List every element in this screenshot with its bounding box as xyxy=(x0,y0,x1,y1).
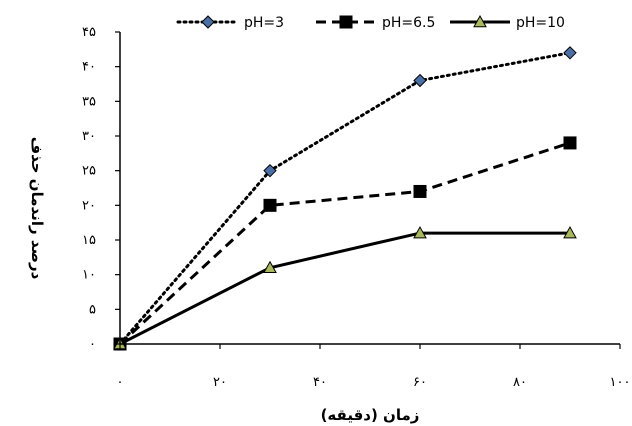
series-line xyxy=(118,141,571,346)
data-point xyxy=(263,260,277,274)
series-layer xyxy=(113,46,577,351)
legend-item: pH=3 xyxy=(176,15,284,31)
legend-marker xyxy=(473,14,487,28)
y-tick-label: ۴۵ xyxy=(82,25,96,40)
legend-marker xyxy=(339,15,353,29)
x-tick-label: ۸۰ xyxy=(513,375,527,390)
legend-item: pH=10 xyxy=(450,14,565,31)
x-axis-title: زمان (دقیقه) xyxy=(321,406,420,424)
y-tick-label: ۳۰ xyxy=(82,129,96,144)
x-tick-label: ۰ xyxy=(117,375,124,390)
data-point xyxy=(413,73,427,88)
series-pH=10 xyxy=(113,226,577,350)
series-line xyxy=(118,51,572,346)
legend-label: pH=10 xyxy=(516,15,565,31)
legend-item: pH=6.5 xyxy=(316,15,435,31)
data-point xyxy=(263,198,277,212)
data-point xyxy=(563,136,577,150)
x-tick-label: ۶۰ xyxy=(413,375,427,390)
x-tick-label: ۱۰۰ xyxy=(610,375,631,390)
y-tick-label: ۴۰ xyxy=(82,60,96,75)
y-tick-label: ۳۵ xyxy=(82,94,96,109)
data-point xyxy=(563,226,577,239)
legend: pH=3 pH=6.5 pH=10 xyxy=(176,14,565,31)
data-point xyxy=(563,46,577,60)
y-axis-title: درصد راندمان حذف xyxy=(28,137,46,280)
axes xyxy=(119,32,620,345)
y-ticks: ۰ ۵ ۱۰ ۱۵ ۲۰ ۲۵ ۳۰ ۳۵ ۴۰ ۴۵ xyxy=(82,25,120,352)
y-tick-label: ۰ xyxy=(89,337,96,352)
data-point xyxy=(413,226,427,239)
y-tick-label: ۱۰ xyxy=(82,268,96,283)
x-ticks: ۰ ۲۰ ۴۰ ۶۰ ۸۰ ۱۰۰ xyxy=(117,344,631,390)
legend-label: pH=6.5 xyxy=(382,15,435,31)
y-tick-label: ۵ xyxy=(89,302,96,317)
y-tick-label: ۲۰ xyxy=(82,198,96,213)
x-tick-label: ۲۰ xyxy=(213,375,227,390)
series-pH=6.5 xyxy=(113,136,577,351)
data-point xyxy=(413,184,427,198)
x-tick-label: ۴۰ xyxy=(313,375,327,390)
y-tick-label: ۲۵ xyxy=(82,164,96,179)
series-line xyxy=(119,231,570,346)
legend-label: pH=3 xyxy=(244,15,284,31)
data-point xyxy=(263,163,277,178)
y-tick-label: ۱۵ xyxy=(82,233,96,248)
legend-marker xyxy=(201,15,215,29)
